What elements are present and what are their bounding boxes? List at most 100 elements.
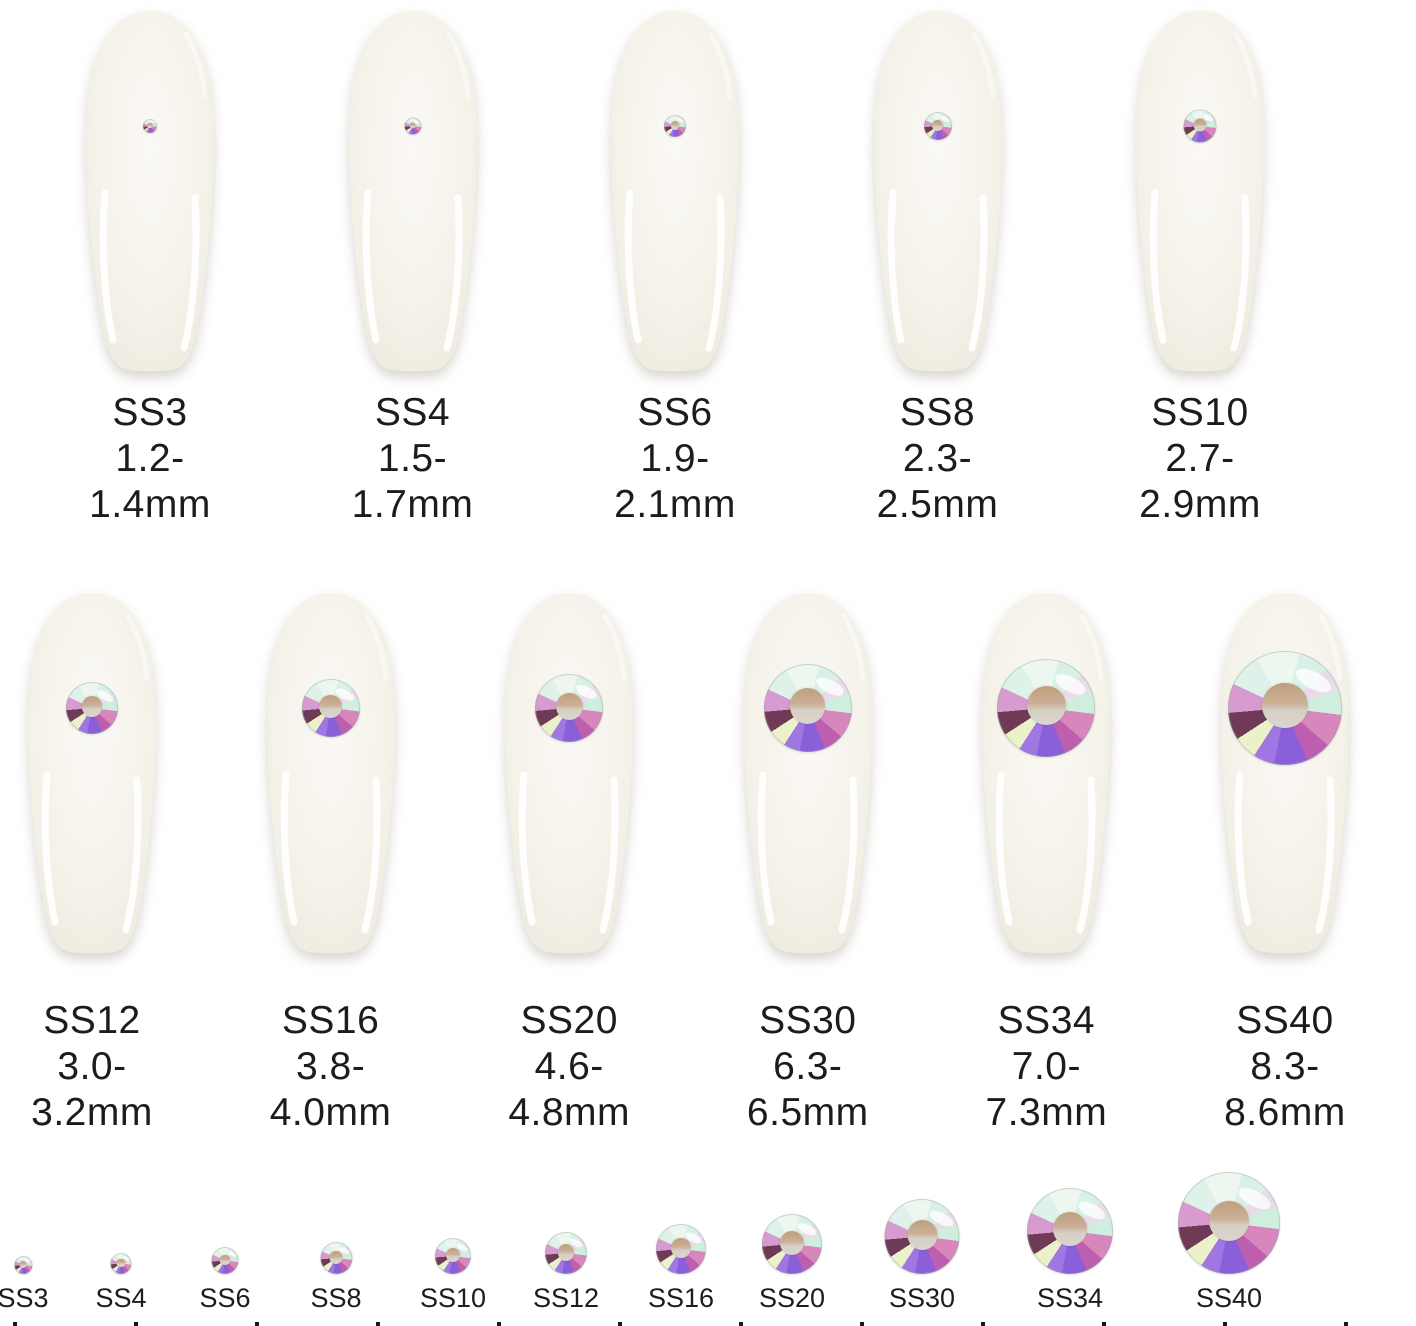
- strip-label: SS6: [199, 1283, 251, 1313]
- size-label: SS40 8.3-8.6mm: [1209, 998, 1361, 1136]
- size-label: SS4 1.5-1.7mm: [337, 390, 489, 528]
- strip-label: SS3: [0, 1283, 49, 1313]
- strip-rhinestone-ss16: [656, 1224, 706, 1274]
- strip-label: SS16: [647, 1283, 715, 1313]
- strip-item-ss40: SS40: [1178, 1172, 1280, 1313]
- nail-sample-ss40: SS40 8.3-8.6mm: [1209, 590, 1361, 1136]
- strip-rhinestone-ss34: [1027, 1188, 1113, 1274]
- size-label: SS20 4.6-4.8mm: [493, 998, 645, 1136]
- strip-item-ss16: SS16: [648, 1224, 714, 1313]
- strip-rhinestone-ss10: [435, 1238, 471, 1274]
- strip-rhinestone-ss8: [319, 1242, 352, 1274]
- strip-item-ss4: SS4: [95, 1253, 147, 1313]
- strip-label: SS8: [310, 1283, 362, 1313]
- size-range: 1.5-1.7mm: [351, 437, 474, 526]
- nail-sample-ss3: SS3 1.2-1.4mm: [74, 8, 226, 528]
- nail-tip: [255, 590, 407, 958]
- rhinestone-ss16: [301, 678, 360, 737]
- rhinestone-ss3: [143, 118, 157, 133]
- rhinestone-ss20: [535, 673, 604, 742]
- nail-tip: [1209, 590, 1361, 958]
- size-code: SS20: [520, 999, 618, 1042]
- size-range: 4.6-4.8mm: [508, 1045, 631, 1134]
- nail-sample-ss10: SS10 2.7-2.9mm: [1124, 8, 1276, 528]
- nail-sample-ss20: SS20 4.6-4.8mm: [493, 590, 645, 1136]
- gem-comparison-strip: SS3 SS4 SS6 SS8 SS10 SS12 SS16 SS20: [0, 1172, 1416, 1313]
- size-code: SS16: [281, 999, 380, 1042]
- nail-tip: [74, 8, 226, 376]
- strip-item-ss12: SS12: [533, 1232, 599, 1313]
- strip-item-ss8: SS8: [310, 1242, 362, 1313]
- size-code: SS40: [1236, 999, 1334, 1042]
- size-range: 2.3-2.5mm: [876, 437, 999, 526]
- size-label: SS3 1.2-1.4mm: [74, 390, 226, 528]
- nail-sample-ss6: SS6 1.9-2.1mm: [599, 8, 751, 528]
- strip-label: SS12: [532, 1283, 600, 1313]
- strip-label: SS30: [888, 1283, 956, 1313]
- rhinestone-ss8: [923, 111, 952, 140]
- nail-row-top: SS3 1.2-1.4mm SS4 1.5-1.7mm SS6 1.9-2.1m…: [0, 0, 1416, 528]
- strip-item-ss10: SS10: [420, 1238, 486, 1313]
- strip-rhinestone-ss40: [1178, 1172, 1280, 1274]
- nail-sample-ss4: SS4 1.5-1.7mm: [337, 8, 489, 528]
- strip-rhinestone-ss3: [13, 1256, 32, 1274]
- strip-rhinestone-ss12: [545, 1232, 587, 1274]
- size-label: SS16 3.8-4.0mm: [255, 998, 407, 1136]
- size-range: 3.8-4.0mm: [269, 1045, 392, 1134]
- ruler: 0 1 2 3 4 5 6 7 8 9 10 11cm: [0, 1322, 1416, 1326]
- strip-rhinestone-ss20: [762, 1214, 822, 1274]
- nail-tip: [16, 590, 168, 958]
- strip-label: SS4: [95, 1283, 147, 1313]
- strip-label: SS34: [1036, 1283, 1104, 1313]
- rhinestone-ss34: [997, 658, 1096, 757]
- rhinestone-ss6: [664, 114, 686, 137]
- strip-item-ss20: SS20: [759, 1214, 825, 1313]
- size-label: SS6 1.9-2.1mm: [599, 390, 751, 528]
- size-range: 8.3-8.6mm: [1224, 1045, 1346, 1134]
- nail-tip: [337, 8, 489, 376]
- nail-tip: [970, 590, 1122, 958]
- strip-label: SS20: [758, 1283, 826, 1313]
- nail-row-bottom: SS12 3.0-3.2mm SS16 3.8-4.0mm SS20 4.6-4…: [0, 590, 1416, 1136]
- nail-tip: [493, 590, 645, 958]
- size-range: 2.7-2.9mm: [1139, 437, 1261, 526]
- size-range: 1.2-1.4mm: [89, 437, 211, 526]
- size-range: 6.3-6.5mm: [746, 1045, 869, 1134]
- size-label: SS8 2.3-2.5mm: [862, 390, 1014, 528]
- nail-sample-ss12: SS12 3.0-3.2mm: [16, 590, 168, 1136]
- nail-tip: [599, 8, 751, 376]
- size-code: SS3: [112, 391, 188, 434]
- strip-item-ss30: SS30: [884, 1199, 960, 1313]
- size-label: SS34 7.0-7.3mm: [970, 998, 1122, 1136]
- ruler-cm-ticks: [13, 1322, 1349, 1326]
- rhinestone-ss4: [404, 117, 421, 135]
- nail-tip: [732, 590, 884, 958]
- nail-tip: [862, 8, 1014, 376]
- strip-item-ss3: SS3: [0, 1256, 49, 1313]
- rhinestone-ss10: [1183, 109, 1217, 143]
- rhinestone-ss40: [1227, 650, 1342, 765]
- strip-rhinestone-ss4: [110, 1253, 132, 1274]
- size-code: SS34: [997, 999, 1096, 1042]
- size-range: 7.0-7.3mm: [985, 1045, 1108, 1134]
- strip-rhinestone-ss6: [211, 1247, 239, 1274]
- nail-sample-ss30: SS30 6.3-6.5mm: [732, 590, 884, 1136]
- rhinestone-ss12: [66, 681, 118, 734]
- size-range: 1.9-2.1mm: [614, 437, 736, 526]
- size-code: SS8: [899, 391, 976, 434]
- size-label: SS12 3.0-3.2mm: [16, 998, 168, 1136]
- size-code: SS6: [637, 391, 713, 434]
- size-label: SS30 6.3-6.5mm: [732, 998, 884, 1136]
- size-label: SS10 2.7-2.9mm: [1124, 390, 1276, 528]
- strip-rhinestone-ss30: [884, 1199, 960, 1274]
- strip-label: SS40: [1195, 1283, 1263, 1313]
- strip-item-ss6: SS6: [199, 1247, 251, 1313]
- size-code: SS4: [374, 391, 451, 434]
- size-code: SS10: [1151, 391, 1249, 434]
- strip-item-ss34: SS34: [1027, 1188, 1113, 1313]
- rhinestone-ss30: [763, 663, 852, 752]
- nail-sample-ss16: SS16 3.8-4.0mm: [255, 590, 407, 1136]
- strip-label: SS10: [419, 1283, 487, 1313]
- nail-sample-ss8: SS8 2.3-2.5mm: [862, 8, 1014, 528]
